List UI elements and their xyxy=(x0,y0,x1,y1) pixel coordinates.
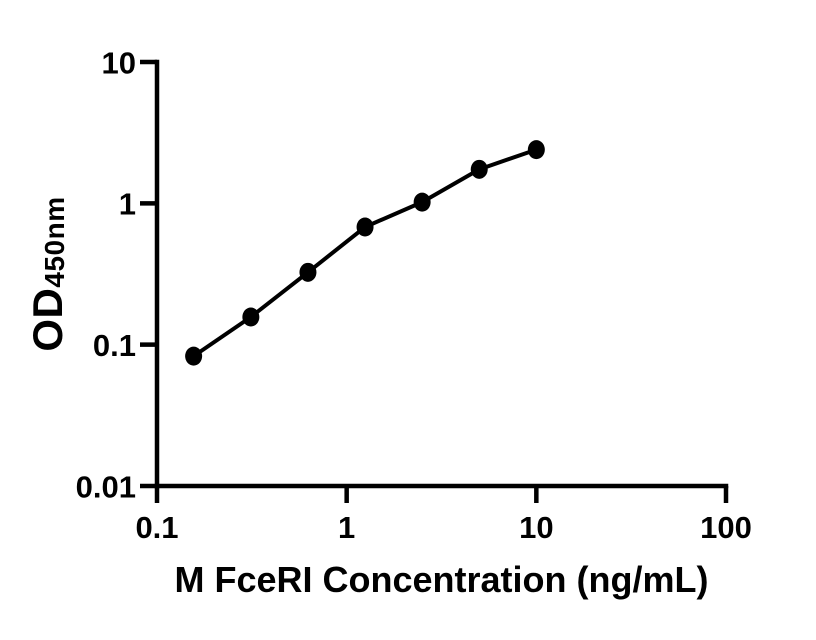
standard-curve-line xyxy=(192,147,537,358)
y-tick-label: 0.01 xyxy=(76,469,136,504)
data-point xyxy=(527,140,545,160)
data-point xyxy=(413,192,431,212)
y-tick-label: 0.1 xyxy=(93,328,136,363)
x-axis-title: M FceRI Concentration (ng/mL) xyxy=(174,559,709,600)
data-point xyxy=(356,217,374,237)
x-tick-label: 10 xyxy=(519,510,553,545)
y-axis-title-subscript: 450nm xyxy=(39,196,70,288)
y-axis-title: OD450nm xyxy=(24,196,72,351)
x-tick-label: 0.1 xyxy=(135,510,178,545)
data-point xyxy=(299,262,317,282)
data-point xyxy=(242,307,260,327)
data-point xyxy=(470,159,488,179)
y-tick-label: 10 xyxy=(102,45,136,80)
x-tick-label: 1 xyxy=(338,510,355,545)
data-point xyxy=(185,346,203,366)
y-axis-title-main: OD xyxy=(24,287,71,352)
x-tick-label: 100 xyxy=(700,510,752,545)
y-tick-label: 1 xyxy=(119,187,136,222)
